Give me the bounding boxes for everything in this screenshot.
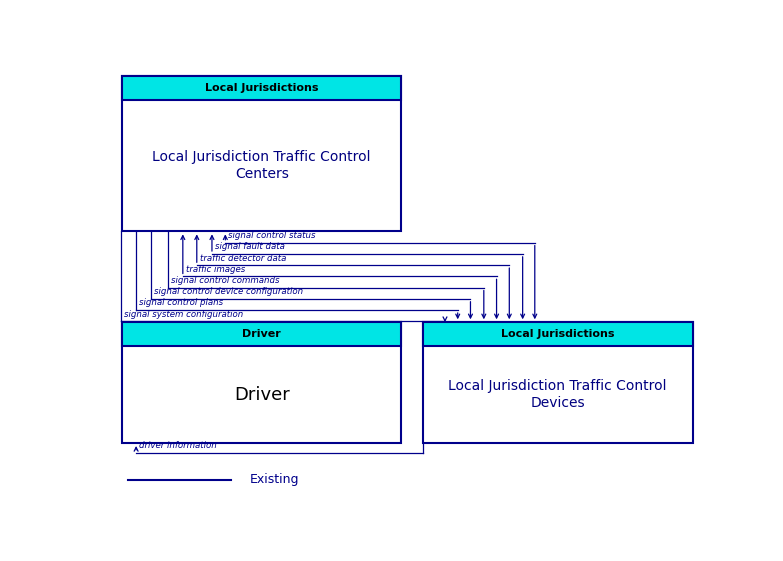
Text: signal control commands: signal control commands <box>171 276 280 285</box>
Text: Driver: Driver <box>243 329 281 339</box>
Bar <box>423 322 693 443</box>
Text: signal control status: signal control status <box>229 231 316 240</box>
Text: Local Jurisdiction Traffic Control
Centers: Local Jurisdiction Traffic Control Cente… <box>153 150 371 181</box>
Bar <box>122 76 402 232</box>
Text: signal control device configuration: signal control device configuration <box>154 287 304 296</box>
Text: Existing: Existing <box>250 473 299 486</box>
Text: traffic detector data: traffic detector data <box>200 254 287 263</box>
Text: signal fault data: signal fault data <box>215 242 285 251</box>
Text: driver information: driver information <box>139 441 217 450</box>
Text: Driver: Driver <box>234 385 290 403</box>
Bar <box>122 322 402 443</box>
Bar <box>122 76 402 100</box>
Text: traffic images: traffic images <box>186 265 245 274</box>
Text: Local Jurisdictions: Local Jurisdictions <box>205 83 319 93</box>
Text: signal control plans: signal control plans <box>139 298 223 307</box>
Bar <box>122 322 402 346</box>
Text: signal system configuration: signal system configuration <box>124 310 244 319</box>
Bar <box>423 322 693 346</box>
Text: Local Jurisdictions: Local Jurisdictions <box>501 329 615 339</box>
Text: Local Jurisdiction Traffic Control
Devices: Local Jurisdiction Traffic Control Devic… <box>449 379 667 410</box>
